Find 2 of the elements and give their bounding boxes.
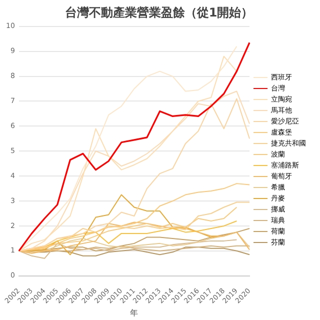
chart-title: 台灣不動產業營業盈餘（從1開始） bbox=[64, 5, 254, 20]
x-axis-title: 年 bbox=[130, 308, 138, 318]
